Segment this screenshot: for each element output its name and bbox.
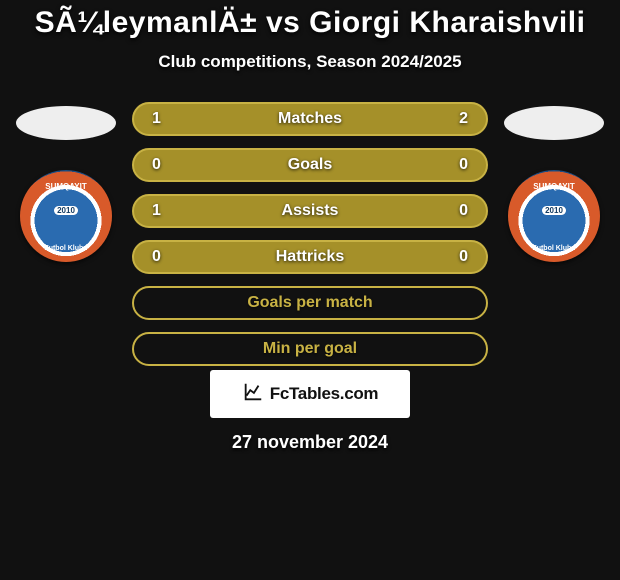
stat-label: Assists <box>134 202 486 220</box>
branding-badge[interactable]: FcTables.com <box>210 370 410 418</box>
left-club-name-top: SUMQAYIT <box>45 182 87 191</box>
stat-row: 0Goals0 <box>132 148 488 182</box>
stat-row: Min per goal <box>132 332 488 366</box>
left-club-name-bottom: Futbol Klubu <box>44 245 87 252</box>
comparison-card: SÃ¼leymanlÄ± vs Giorgi Kharaishvili Club… <box>0 0 620 453</box>
stat-row: 1Matches2 <box>132 102 488 136</box>
chart-icon <box>242 381 264 408</box>
stat-right-value: 2 <box>459 110 468 128</box>
stat-label: Min per goal <box>134 340 486 358</box>
right-side: SUMQAYIT 2010 Futbol Klubu <box>494 102 614 366</box>
stat-label: Hattricks <box>134 248 486 266</box>
stat-left-value: 0 <box>152 248 161 266</box>
right-club-name-top: SUMQAYIT <box>533 182 575 191</box>
stat-label: Goals per match <box>134 294 486 312</box>
left-club-year: 2010 <box>54 206 78 215</box>
stat-right-value: 0 <box>459 156 468 174</box>
stat-right-value: 0 <box>459 202 468 220</box>
page-subtitle: Club competitions, Season 2024/2025 <box>0 52 620 72</box>
content-row: SUMQAYIT 2010 Futbol Klubu 1Matches20Goa… <box>0 102 620 366</box>
right-club-year: 2010 <box>542 206 566 215</box>
stat-right-value: 0 <box>459 248 468 266</box>
stat-left-value: 1 <box>152 202 161 220</box>
stat-left-value: 0 <box>152 156 161 174</box>
branding-text: FcTables.com <box>270 384 379 404</box>
stat-label: Matches <box>134 110 486 128</box>
left-flag-ellipse <box>16 106 116 140</box>
date-label: 27 november 2024 <box>0 432 620 453</box>
stat-left-value: 1 <box>152 110 161 128</box>
right-club-badge: SUMQAYIT 2010 Futbol Klubu <box>508 170 600 262</box>
stat-label: Goals <box>134 156 486 174</box>
stat-row: 1Assists0 <box>132 194 488 228</box>
stat-row: 0Hattricks0 <box>132 240 488 274</box>
stats-column: 1Matches20Goals01Assists00Hattricks0Goal… <box>126 102 494 366</box>
right-club-name-bottom: Futbol Klubu <box>532 245 575 252</box>
left-club-badge: SUMQAYIT 2010 Futbol Klubu <box>20 170 112 262</box>
stat-row: Goals per match <box>132 286 488 320</box>
page-title: SÃ¼leymanlÄ± vs Giorgi Kharaishvili <box>0 6 620 40</box>
right-flag-ellipse <box>504 106 604 140</box>
left-side: SUMQAYIT 2010 Futbol Klubu <box>6 102 126 366</box>
